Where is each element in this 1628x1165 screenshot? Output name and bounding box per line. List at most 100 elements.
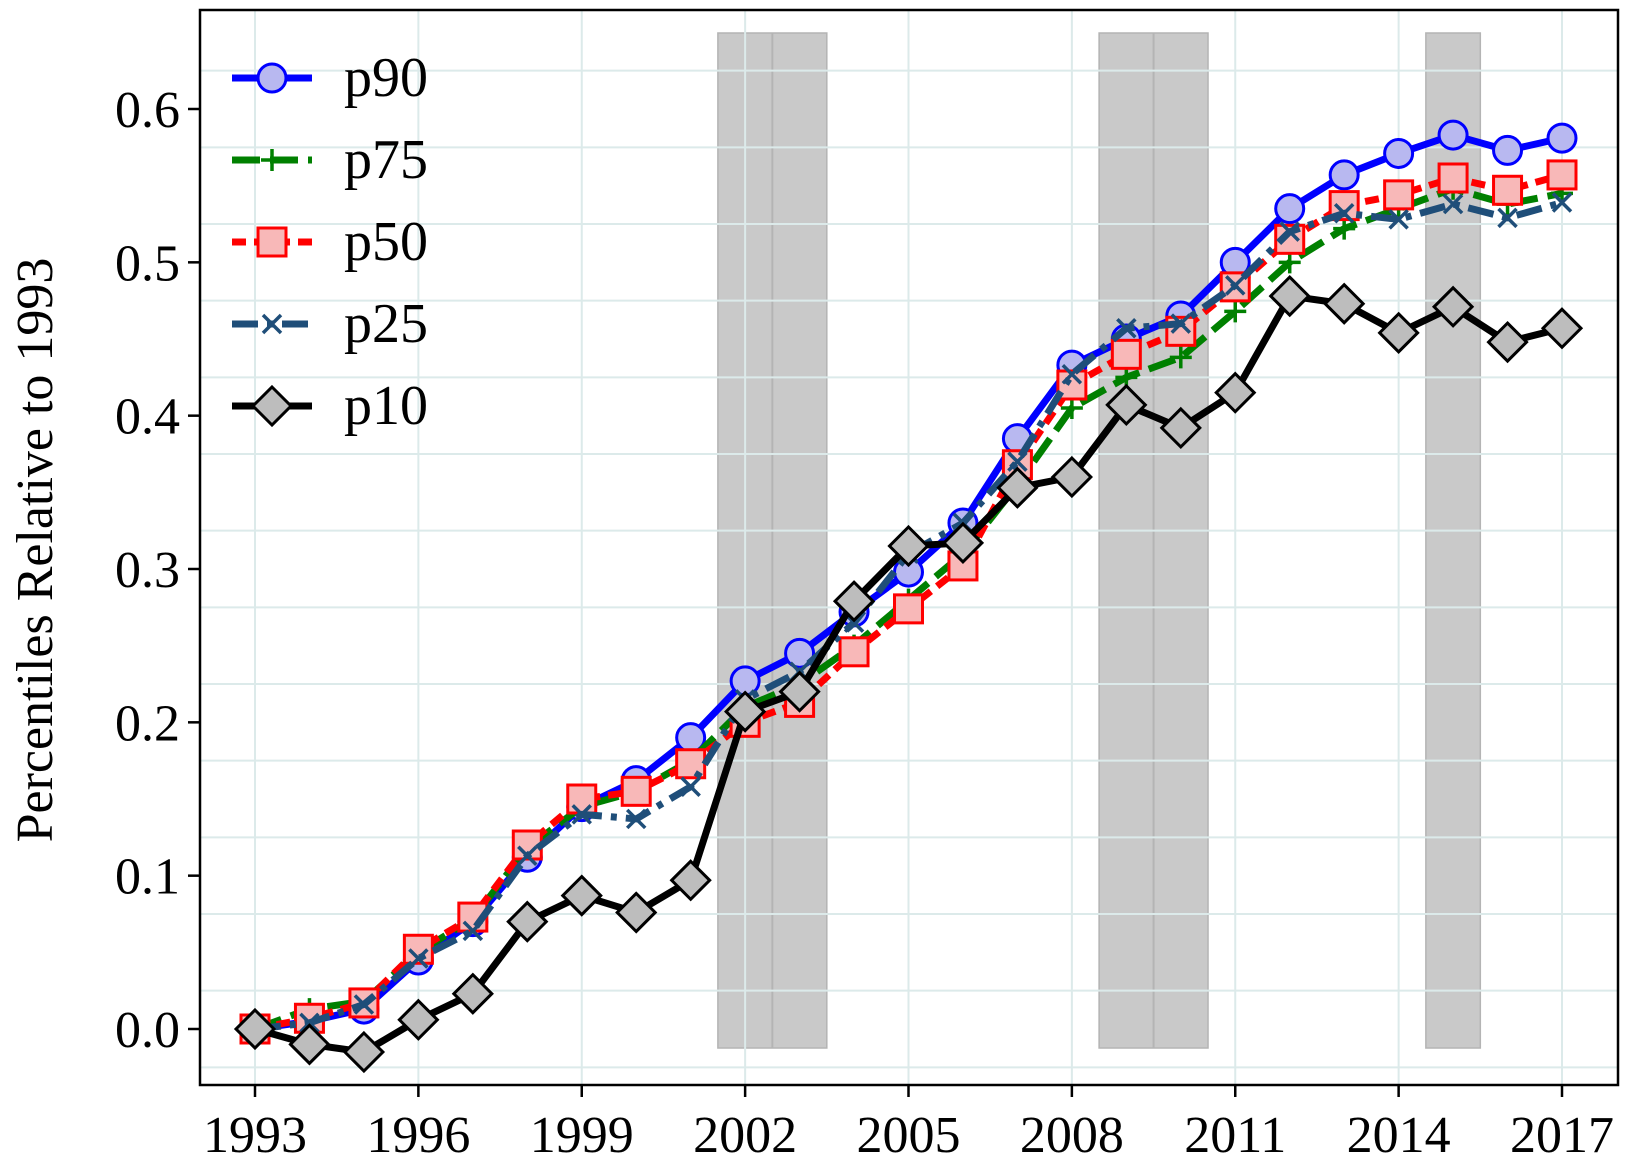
data-point bbox=[299, 1012, 320, 1034]
data-point bbox=[838, 636, 870, 668]
legend-item-p25: p25 bbox=[232, 293, 428, 355]
data-point bbox=[1383, 137, 1415, 169]
data-point bbox=[566, 783, 598, 815]
x-tick-label: 2002 bbox=[693, 1107, 797, 1164]
data-point bbox=[250, 384, 294, 428]
data-point bbox=[1061, 364, 1083, 385]
data-point bbox=[517, 845, 538, 866]
data-point bbox=[353, 994, 375, 1015]
data-point bbox=[1333, 203, 1355, 224]
data-point bbox=[1110, 338, 1142, 370]
data-point bbox=[397, 998, 440, 1041]
series-p10 bbox=[233, 274, 1584, 1074]
data-point bbox=[1388, 209, 1409, 230]
data-point bbox=[1060, 397, 1083, 419]
data-point bbox=[1333, 217, 1356, 240]
legend-label: p25 bbox=[344, 293, 428, 355]
data-point bbox=[288, 1023, 331, 1066]
data-point bbox=[832, 580, 876, 623]
data-point bbox=[1224, 300, 1247, 323]
data-point bbox=[1540, 307, 1584, 350]
y-axis-label: Percentiles Relative to 1993 bbox=[7, 258, 64, 843]
data-point bbox=[1492, 134, 1524, 166]
recession-shading-layer bbox=[717, 32, 1482, 1049]
data-point bbox=[1214, 371, 1257, 414]
data-point bbox=[1328, 159, 1360, 191]
data-point bbox=[1323, 282, 1366, 325]
data-point bbox=[462, 920, 484, 942]
x-tick-label: 2014 bbox=[1347, 1107, 1451, 1164]
data-point bbox=[560, 874, 603, 917]
data-point bbox=[1383, 179, 1415, 211]
x-tick-label: 1999 bbox=[530, 1107, 634, 1164]
legend-label: p50 bbox=[344, 211, 428, 273]
data-point bbox=[1279, 221, 1300, 242]
data-point bbox=[451, 972, 494, 1015]
data-point bbox=[1268, 274, 1311, 318]
data-point bbox=[261, 149, 283, 171]
data-point bbox=[669, 859, 712, 902]
data-point bbox=[1546, 159, 1578, 191]
data-point bbox=[680, 776, 701, 797]
data-point bbox=[256, 226, 288, 258]
axes-layer: 1993 1996 1999 2002 2005 2008 2011 2014 2017 0.0 0… bbox=[115, 8, 1620, 1164]
data-point bbox=[1437, 119, 1469, 151]
x-tick-label: 2005 bbox=[857, 1107, 961, 1164]
data-point bbox=[1169, 346, 1192, 369]
legend: p90 p75 p50 p25 p10 bbox=[232, 47, 428, 437]
data-point bbox=[1377, 311, 1420, 354]
legend-item-p75: p75 bbox=[232, 129, 428, 191]
data-point bbox=[1546, 122, 1578, 154]
data-point bbox=[778, 670, 821, 713]
y-tick-label: 0.3 bbox=[115, 542, 180, 599]
data-point bbox=[1007, 451, 1028, 472]
data-point bbox=[256, 62, 288, 94]
data-point bbox=[996, 466, 1039, 509]
legend-label: p90 bbox=[344, 47, 428, 109]
data-point bbox=[1159, 406, 1202, 450]
x-tick-label: 2017 bbox=[1510, 1107, 1614, 1164]
data-point bbox=[941, 521, 985, 565]
data-point bbox=[887, 524, 930, 568]
data-point bbox=[1170, 313, 1192, 334]
data-point bbox=[1442, 193, 1464, 215]
data-point bbox=[1225, 275, 1246, 296]
y-tick-label: 0.4 bbox=[115, 389, 180, 446]
y-tick-label: 0.6 bbox=[115, 82, 180, 139]
data-point bbox=[1050, 455, 1093, 499]
data-point bbox=[615, 891, 658, 934]
legend-item-p50: p50 bbox=[232, 211, 428, 273]
data-point bbox=[571, 804, 592, 825]
x-tick-label: 1996 bbox=[366, 1107, 470, 1164]
data-point bbox=[1437, 162, 1469, 194]
data-point bbox=[1105, 383, 1148, 427]
data-point bbox=[625, 808, 647, 830]
data-point bbox=[506, 900, 549, 943]
data-point bbox=[1274, 193, 1306, 225]
data-point bbox=[1116, 318, 1137, 339]
data-point bbox=[1492, 174, 1524, 206]
data-point bbox=[1431, 285, 1475, 328]
y-tick-label: 0.1 bbox=[115, 849, 180, 906]
data-point bbox=[408, 948, 429, 969]
series-layer bbox=[233, 119, 1584, 1074]
legend-item-p90: p90 bbox=[232, 47, 428, 109]
x-tick-label: 1993 bbox=[203, 1107, 307, 1164]
data-point bbox=[620, 775, 652, 807]
x-tick-label: 2008 bbox=[1020, 1107, 1124, 1164]
data-point bbox=[233, 1007, 277, 1051]
data-point bbox=[1278, 251, 1301, 274]
data-point bbox=[1551, 192, 1573, 213]
data-point bbox=[342, 1030, 386, 1074]
legend-label: p10 bbox=[344, 375, 428, 437]
data-point bbox=[261, 313, 283, 335]
data-point bbox=[893, 593, 924, 625]
data-point bbox=[1497, 207, 1518, 229]
data-point bbox=[724, 690, 767, 733]
legend-item-p10: p10 bbox=[232, 375, 428, 437]
y-tick-label: 0.0 bbox=[115, 1002, 180, 1059]
legend-label: p75 bbox=[344, 129, 428, 191]
y-tick-label: 0.2 bbox=[115, 695, 180, 752]
y-tick-label: 0.5 bbox=[115, 235, 180, 292]
